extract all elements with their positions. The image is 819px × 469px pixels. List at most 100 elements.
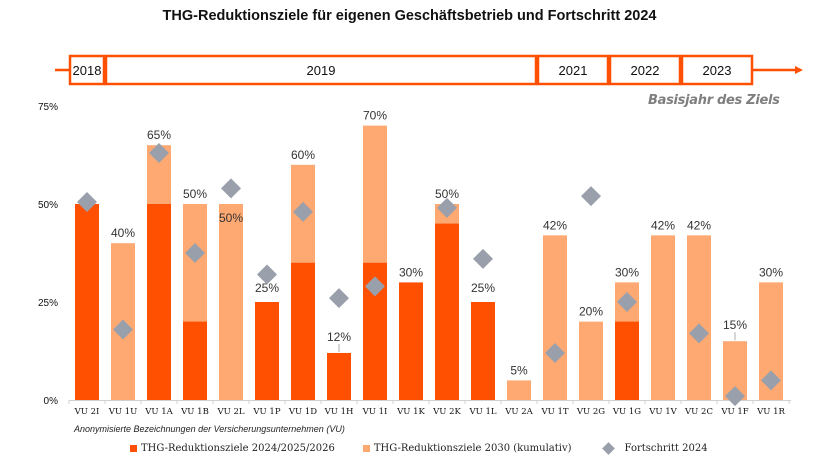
timeline-period-box (680, 54, 754, 86)
progress-marker-diamond (149, 143, 169, 164)
x-tick-label: VU 2G (576, 407, 605, 417)
x-tick-label: VU 1T (540, 407, 568, 417)
legend-label: THG-Reduktionsziele 2030 (kumulativ) (373, 443, 572, 454)
progress-marker-diamond (545, 342, 565, 363)
timeline-year-label: 2019 (307, 63, 336, 78)
data-label: 50% (183, 187, 207, 201)
y-tick-label: 75% (38, 102, 58, 113)
data-label: 50% (435, 187, 459, 201)
x-axis-title: Anonymisierte Bezeichnungen der Versiche… (74, 424, 345, 434)
legend-label: THG-Reduktionsziele 2024/2025/2026 (141, 443, 335, 454)
progress-marker-diamond (725, 386, 745, 407)
data-label: 5% (510, 363, 528, 377)
data-label: 65% (147, 128, 171, 142)
bar-target-2030 (543, 235, 567, 400)
x-tick-label: VU 2C (684, 407, 713, 417)
x-tick-label: VU 1H (324, 407, 354, 417)
legend-item-target-2030: THG-Reduktionsziele 2030 (kumulativ) (362, 443, 572, 454)
progress-marker-diamond (293, 201, 313, 222)
bar-target-2024-2026 (615, 321, 639, 400)
data-label: 42% (543, 218, 567, 232)
legend-item-target-2024-2026: THG-Reduktionsziele 2024/2025/2026 (130, 443, 335, 454)
legend-swatch-light-orange (362, 445, 370, 452)
bar-target-2024-2026 (471, 302, 495, 400)
bar-target-2024-2026 (147, 204, 171, 400)
x-tick-label: VU 2I (74, 407, 100, 417)
legend-label: Fortschritt 2024 (624, 443, 708, 454)
data-label: 25% (255, 281, 279, 295)
x-tick-label: VU 2L (216, 407, 244, 417)
data-label: 12% (327, 330, 351, 344)
base-year-timeline: 2018 2019 2021 2022 2023 (55, 54, 803, 86)
data-label: 30% (399, 265, 423, 279)
timeline-period-box (104, 54, 538, 86)
chart-title: THG-Reduktionsziele für eigenen Geschäft… (162, 8, 657, 24)
timeline-year-label: 2021 (559, 63, 588, 78)
data-label: 42% (687, 218, 711, 232)
data-label: 15% (723, 318, 747, 332)
base-year-label: Basisjahr des Ziels (648, 93, 780, 108)
progress-marker-diamond (689, 323, 709, 344)
timeline-year-label: 2022 (631, 63, 660, 78)
bar-target-2030 (687, 235, 711, 400)
x-tick-label: VU 1B (180, 407, 209, 417)
bar-target-2024-2026 (327, 352, 351, 400)
bar-target-2024-2026 (255, 302, 279, 400)
progress-marker-diamond (221, 178, 241, 199)
timeline-period-box (68, 54, 106, 86)
x-tick-label: VU 1L (468, 407, 496, 417)
bar-target-2030 (651, 235, 675, 400)
timeline-year-label: 2018 (73, 63, 102, 78)
y-tick-label: 50% (38, 200, 58, 211)
data-label: 20% (579, 305, 603, 319)
x-tick-label: VU 1A (144, 407, 173, 417)
progress-marker-diamond (761, 370, 781, 391)
data-label: 40% (111, 226, 135, 240)
data-label: 60% (291, 148, 315, 162)
y-tick-label: 25% (38, 298, 58, 309)
bar-target-2030 (507, 380, 531, 400)
x-tick-label: VU 1U (108, 407, 138, 417)
x-tick-label: VU 1D (288, 407, 317, 417)
bar-target-2024-2026 (183, 321, 207, 400)
progress-marker-diamond (365, 276, 385, 297)
progress-marker-diamond (113, 319, 133, 340)
bar-target-2024-2026 (399, 282, 423, 400)
x-tick-label: VU 1P (252, 407, 280, 417)
data-label: 42% (651, 218, 675, 232)
legend-diamond-icon (601, 442, 615, 455)
timeline-year-label: 2023 (703, 63, 732, 78)
data-label: 25% (471, 281, 495, 295)
progress-marker-diamond (257, 264, 277, 285)
y-tick-label: 0% (44, 396, 59, 407)
x-tick-label: VU 1G (612, 407, 641, 417)
bar-target-2024-2026 (291, 262, 315, 400)
x-tick-label: VU 2A (504, 407, 533, 417)
timeline-period-box (536, 54, 610, 86)
timeline-arrow-icon (795, 66, 803, 74)
timeline-period-box (608, 54, 682, 86)
legend-item-progress-2024: Fortschritt 2024 (600, 442, 708, 455)
bar-target-2024-2026 (75, 204, 99, 400)
x-tick-label: VU 1V (648, 407, 677, 417)
data-label: 30% (759, 265, 783, 279)
progress-marker-diamond (437, 197, 457, 218)
progress-marker-diamond (617, 292, 637, 312)
x-tick-label: VU 1R (756, 407, 785, 417)
progress-marker-diamond (581, 186, 601, 207)
progress-marker-diamond (185, 243, 205, 263)
x-tick-label: VU 1I (362, 407, 388, 417)
x-tick-label: VU 2K (432, 407, 461, 417)
data-label: 30% (615, 265, 639, 279)
progress-marker-diamond (77, 192, 97, 213)
data-label: 70% (363, 109, 387, 123)
bar-target-2030 (579, 321, 603, 400)
bar-target-2030 (219, 204, 243, 400)
x-tick-label: VU 1K (396, 407, 425, 417)
data-label: 50% (219, 211, 243, 225)
progress-marker-diamond (473, 248, 493, 269)
x-tick-label: VU 1F (720, 407, 748, 417)
progress-marker-diamond (329, 288, 349, 309)
legend: THG-Reduktionsziele 2024/2025/2026 THG-R… (130, 442, 736, 455)
